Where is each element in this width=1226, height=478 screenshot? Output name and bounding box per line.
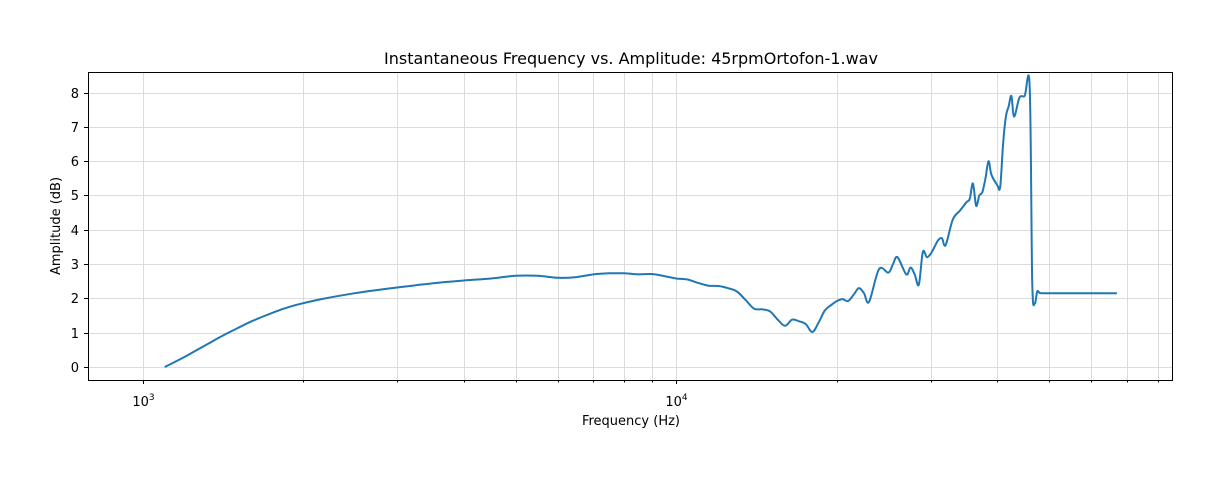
x-tick-label: 103 xyxy=(132,393,154,410)
plot-area xyxy=(88,72,1173,381)
chart-title: Instantaneous Frequency vs. Amplitude: 4… xyxy=(384,49,878,68)
tick-marks xyxy=(84,93,1159,384)
series-line-0 xyxy=(164,74,1117,368)
y-axis-label: Amplitude (dB) xyxy=(49,177,64,275)
y-tick-label: 0 xyxy=(71,361,79,376)
grid-lines xyxy=(88,72,1172,380)
y-tick-label: 5 xyxy=(71,189,79,204)
x-tick-label: 104 xyxy=(665,393,688,410)
y-tick-label: 6 xyxy=(71,155,79,170)
y-tick-label: 2 xyxy=(71,292,79,307)
y-tick-label: 1 xyxy=(71,327,79,342)
y-tick-label: 4 xyxy=(71,224,79,239)
series-layer xyxy=(164,74,1117,368)
y-tick-label: 3 xyxy=(71,258,79,273)
x-axis-label: Frequency (Hz) xyxy=(582,414,680,429)
y-tick-label: 8 xyxy=(71,87,79,102)
tick-labels: 0 1 2 3 4 5 6 7 8 103 104 xyxy=(71,87,688,410)
y-tick-label: 7 xyxy=(71,121,79,136)
